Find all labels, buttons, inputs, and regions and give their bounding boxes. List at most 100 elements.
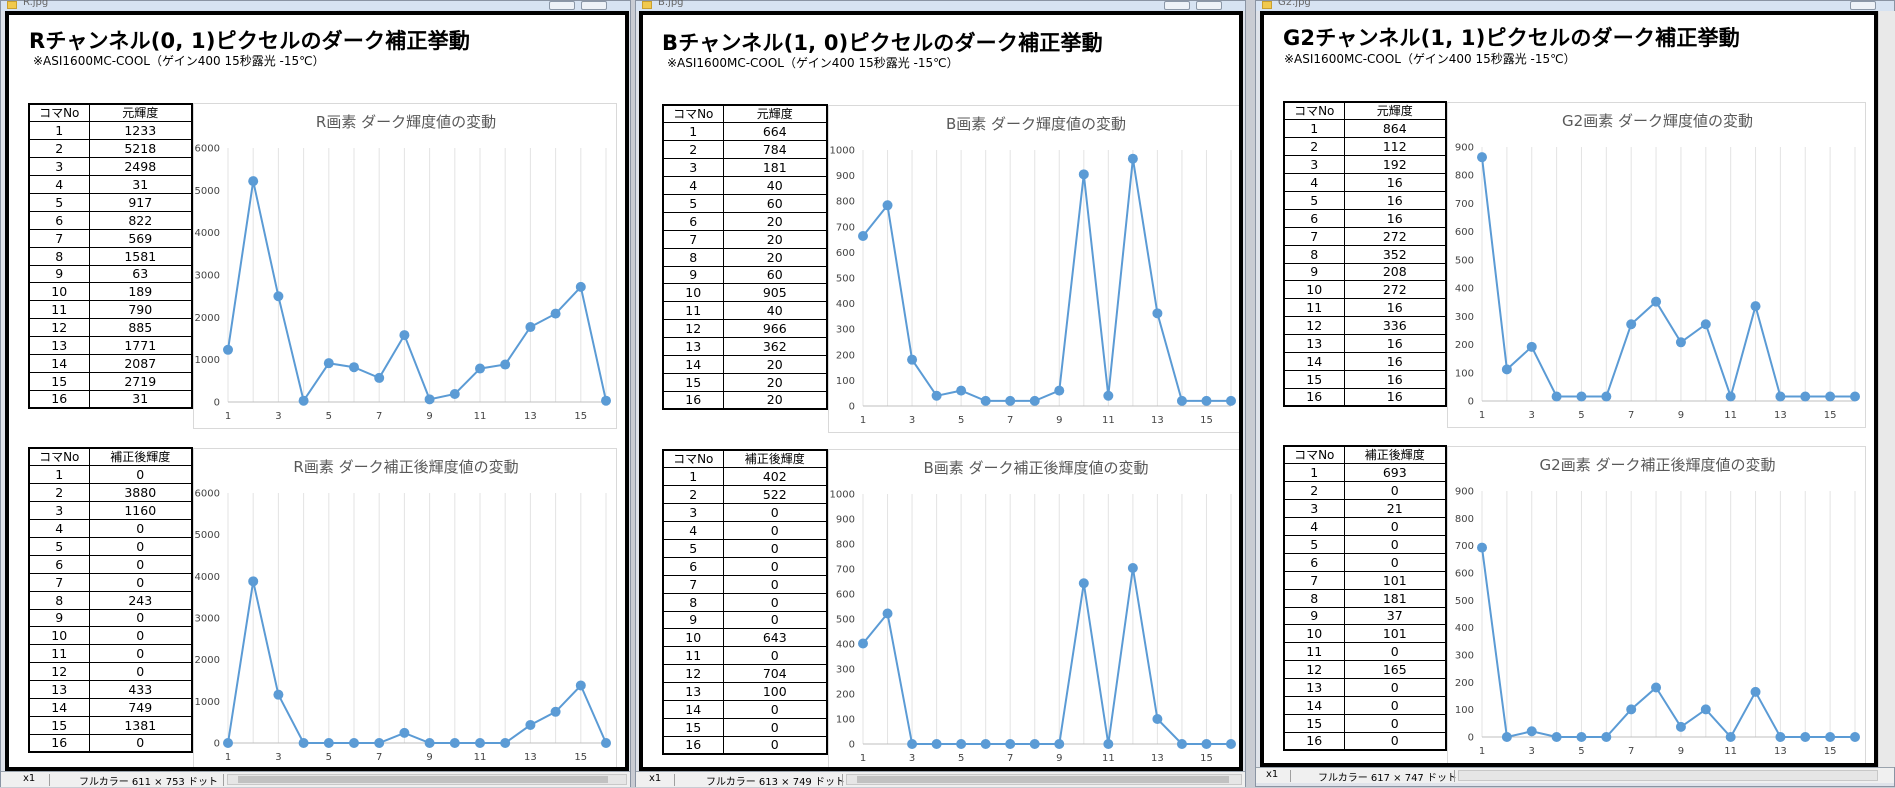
cell-frame-no: 15: [1283, 713, 1345, 733]
chart-panel: R画素 ダーク輝度値の変動 0 1000 2000 3000 4000 5000 6000 1 3…: [193, 103, 617, 429]
cell-frame-no: 6: [28, 210, 90, 230]
data-point: [500, 359, 511, 370]
cell-frame-no: 9: [28, 608, 90, 628]
x-tick-label: 9: [1678, 746, 1684, 757]
table-row: 3 181: [662, 158, 828, 178]
col-header-value: 補正後輝度: [722, 449, 828, 469]
data-point: [1626, 704, 1637, 715]
image-window-g2[interactable]: G2.jpg G2チャンネル(1, 1)ピクセルのダーク補正挙動 ※ASI160…: [1255, 0, 1895, 787]
close-button[interactable]: [1196, 1, 1222, 10]
window-titlebar[interactable]: G2.jpg: [1256, 0, 1894, 11]
table-row: 15 16: [1283, 369, 1447, 389]
table-row: 4 31: [28, 175, 193, 194]
cell-frame-no: 8: [1283, 588, 1345, 608]
horizontal-scrollbar[interactable]: [1458, 770, 1878, 781]
data-point: [882, 608, 893, 619]
minimize-button[interactable]: [549, 1, 575, 10]
data-point: [1201, 395, 1212, 406]
y-tick-label: 5000: [195, 186, 220, 197]
table-row: 10 643: [662, 628, 828, 648]
cell-frame-no: 10: [28, 626, 90, 646]
data-point: [1850, 391, 1860, 402]
x-tick-label: 11: [474, 411, 487, 422]
data-point: [1226, 395, 1236, 406]
x-tick-label: 13: [1774, 410, 1787, 421]
cell-frame-no: 1: [28, 465, 90, 485]
cell-value: 0: [722, 699, 828, 719]
data-point: [475, 363, 485, 374]
cell-value: 0: [722, 592, 828, 612]
table-row: 1 664: [662, 122, 828, 142]
cell-frame-no: 10: [28, 282, 90, 302]
cell-value: 402: [722, 467, 828, 487]
data-point: [1700, 704, 1711, 715]
close-button[interactable]: [1850, 1, 1876, 10]
data-point: [1750, 301, 1761, 312]
chart-panel: G2画素 ダーク補正後輝度値の変動 0 100 200 300 400 500 600 700 8…: [1447, 446, 1866, 763]
horizontal-scrollbar[interactable]: [846, 774, 1242, 785]
cell-frame-no: 8: [662, 247, 724, 267]
y-tick-label: 600: [1455, 569, 1474, 580]
image-window-b[interactable]: B.jpg Bチャンネル(1, 0)ピクセルのダーク補正挙動 ※ASI1600M…: [635, 0, 1246, 788]
table-row: 4 16: [1283, 173, 1447, 192]
table-row: 4 40: [662, 176, 828, 195]
data-point: [1005, 395, 1016, 406]
series-line: [862, 158, 1231, 402]
cell-value: 0: [88, 626, 193, 646]
data-point: [1152, 714, 1163, 724]
table-row: 8 1581: [28, 246, 193, 266]
cell-frame-no: 10: [662, 283, 724, 303]
cell-value: 0: [1343, 731, 1447, 751]
cell-frame-no: 3: [28, 157, 90, 177]
x-tick-label: 13: [524, 411, 537, 422]
data-point: [223, 344, 233, 355]
window-title: G2.jpg: [1278, 0, 1311, 8]
data-point: [1725, 732, 1736, 742]
window-titlebar[interactable]: R.jpg: [1, 0, 630, 11]
table-row: 9 60: [662, 265, 828, 285]
window-titlebar[interactable]: B.jpg: [636, 0, 1245, 11]
image-window-r[interactable]: R.jpg Rチャンネル(0, 1)ピクセルのダーク補正挙動 ※ASI1600M…: [0, 0, 631, 788]
cell-frame-no: 9: [28, 264, 90, 284]
data-point: [424, 394, 435, 405]
image-canvas: Bチャンネル(1, 0)ピクセルのダーク補正挙動 ※ASI1600MC-COOL…: [639, 11, 1243, 771]
cell-frame-no: 2: [662, 485, 724, 505]
data-point: [1201, 739, 1212, 749]
y-tick-label: 300: [836, 665, 855, 676]
x-tick-label: 3: [909, 753, 915, 764]
table-row: 14 20: [662, 354, 828, 374]
table-row: 7 20: [662, 229, 828, 249]
data-point: [273, 689, 284, 700]
minimize-button[interactable]: [1164, 1, 1190, 10]
data-point: [1551, 732, 1562, 742]
data-point: [1054, 385, 1065, 396]
cell-frame-no: 15: [662, 717, 724, 737]
close-button[interactable]: [581, 1, 607, 10]
y-tick-label: 0: [214, 398, 220, 409]
data-point: [273, 291, 284, 302]
cell-value: 522: [722, 485, 828, 505]
line-chart: B画素 ダーク輝度値の変動 0 100 200 300 400 500 600 700 800 90…: [830, 115, 1236, 426]
cell-frame-no: 8: [1283, 244, 1345, 264]
cell-value: 20: [722, 211, 828, 231]
table-row: 16 16: [1283, 387, 1447, 407]
table-row: 13 362: [662, 337, 828, 356]
cell-value: 16: [1343, 173, 1447, 192]
cell-value: 0: [88, 608, 193, 628]
y-tick-label: 100: [1455, 368, 1474, 379]
cell-value: 0: [88, 554, 193, 574]
horizontal-scrollbar[interactable]: [227, 774, 627, 785]
data-point: [1850, 732, 1860, 742]
y-tick-label: 100: [836, 376, 855, 387]
scrollbar-thumb[interactable]: [238, 776, 608, 783]
scrollbar-thumb[interactable]: [857, 776, 1229, 783]
cell-frame-no: 5: [662, 193, 724, 213]
x-tick-label: 9: [1678, 410, 1684, 421]
cell-value: 20: [722, 354, 828, 374]
cell-value: 0: [722, 574, 828, 594]
vertical-scrollbar[interactable]: [1878, 11, 1895, 767]
table-row: 3 1160: [28, 501, 193, 521]
line-chart: B画素 ダーク補正後輝度値の変動 0 100 200 300 400 500 600 700 80…: [830, 459, 1236, 764]
